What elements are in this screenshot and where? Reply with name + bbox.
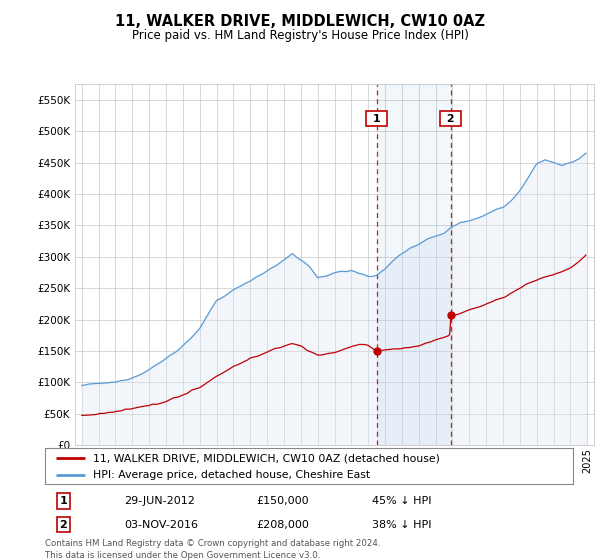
Text: 29-JUN-2012: 29-JUN-2012 [124, 496, 195, 506]
Text: £150,000: £150,000 [256, 496, 309, 506]
Text: 11, WALKER DRIVE, MIDDLEWICH, CW10 0AZ: 11, WALKER DRIVE, MIDDLEWICH, CW10 0AZ [115, 14, 485, 29]
Text: 1: 1 [59, 496, 67, 506]
Text: 1: 1 [369, 114, 385, 124]
Text: 2: 2 [443, 114, 458, 124]
Text: Contains HM Land Registry data © Crown copyright and database right 2024.
This d: Contains HM Land Registry data © Crown c… [45, 539, 380, 559]
Text: Price paid vs. HM Land Registry's House Price Index (HPI): Price paid vs. HM Land Registry's House … [131, 29, 469, 42]
Text: 45% ↓ HPI: 45% ↓ HPI [373, 496, 432, 506]
Text: 2: 2 [59, 520, 67, 530]
Text: HPI: Average price, detached house, Cheshire East: HPI: Average price, detached house, Ches… [92, 470, 370, 480]
Bar [377, 84, 451, 445]
Text: £208,000: £208,000 [256, 520, 309, 530]
Text: 11, WALKER DRIVE, MIDDLEWICH, CW10 0AZ (detached house): 11, WALKER DRIVE, MIDDLEWICH, CW10 0AZ (… [92, 453, 439, 463]
Text: 38% ↓ HPI: 38% ↓ HPI [373, 520, 432, 530]
Text: 03-NOV-2016: 03-NOV-2016 [124, 520, 198, 530]
